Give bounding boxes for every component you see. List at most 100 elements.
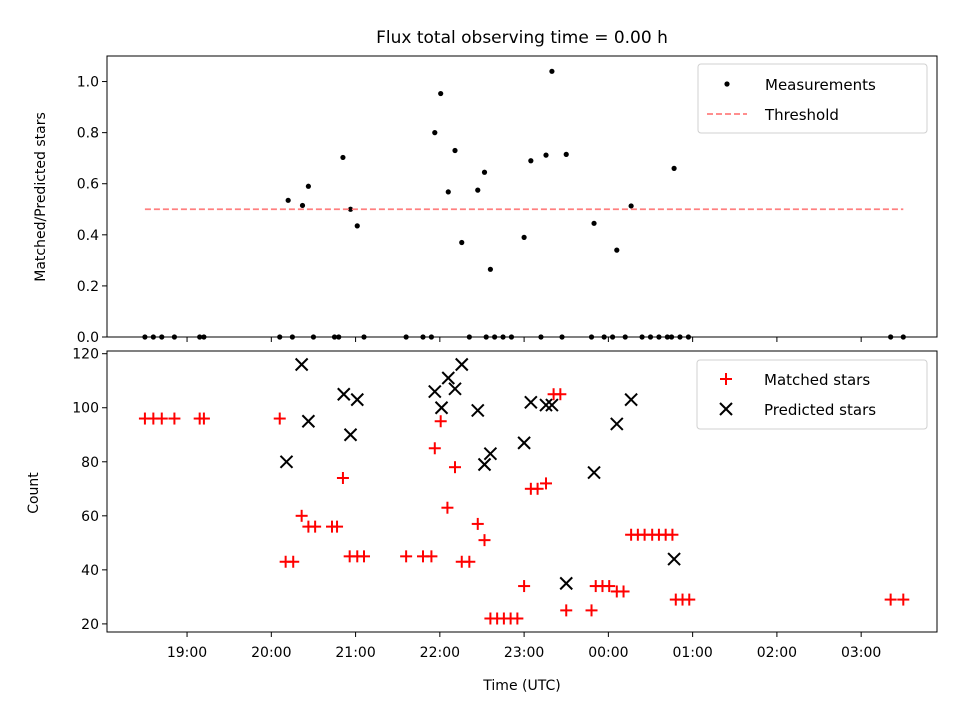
predicted-star-marker [524,395,538,410]
predicted-star-marker [624,392,638,407]
measurement-point [671,165,677,171]
bottom-y-axis-label: Count [26,472,42,514]
legend-measurements-label: Measurements [765,76,876,94]
top-axes-frame [106,55,938,338]
y-tick-label: 40 [81,563,99,579]
matched-star-marker [441,501,454,514]
matched-star-marker [273,412,286,425]
matched-star-marker [603,580,616,593]
y-tick-label: 0.0 [77,330,99,346]
matched-star-marker [434,415,447,428]
measurement-point [543,152,549,158]
predicted-star-marker [279,455,294,469]
predicted-star-marker [610,417,624,431]
y-tick-label: 120 [72,347,99,363]
matched-star-marker [197,412,210,425]
matched-star-marker [168,412,181,425]
measurement-point [285,197,291,203]
legend-predicted-marker [719,402,733,416]
measurement-point [614,247,620,253]
matched-star-marker [540,477,553,490]
matched-star-marker [531,482,544,495]
top-plot-area [142,68,906,340]
matched-star-marker [400,550,413,563]
x-tick-label: 00:00 [588,645,628,661]
legend-threshold-label: Threshold [764,106,839,124]
y-tick-label: 0.6 [77,177,99,193]
y-tick-label: 0.8 [77,126,99,142]
legend-measurements-marker [724,81,730,87]
matched-star-marker [518,580,531,593]
predicted-star-marker [343,428,358,442]
measurement-point [528,158,534,164]
measurement-point [305,183,311,189]
legend-predicted-label: Predicted stars [764,401,876,419]
bottom-y-ticks: 20 40 60 80 100 120 [72,347,107,633]
measurement-point [354,223,360,229]
matched-star-marker [309,520,322,533]
matched-star-marker [683,593,696,606]
bottom-axes-frame [106,350,938,633]
matched-star-marker [666,528,679,541]
predicted-star-marker [477,457,492,472]
matched-star-marker [471,517,484,530]
measurement-point [340,154,346,161]
y-tick-label: 20 [81,617,99,633]
matched-star-marker [336,471,349,484]
matched-star-marker [449,461,462,474]
measurement-point [628,203,634,209]
x-tick-label: 20:00 [251,645,291,661]
measurement-point [347,206,354,212]
measurement-point [459,239,465,246]
chart-title: Flux total observing time = 0.00 h [376,28,668,48]
top-legend-box [697,63,928,134]
x-tick-label: 22:00 [420,645,460,661]
measurement-point [299,202,306,209]
x-tick-label: 01:00 [672,645,712,661]
y-tick-label: 80 [81,455,99,471]
bottom-plot-area [138,357,910,625]
predicted-star-marker [483,446,498,461]
predicted-star-marker [294,357,309,372]
matched-star-marker [560,604,573,617]
predicted-star-marker [428,384,442,399]
top-x-ticks [186,337,862,342]
top-y-ticks: 0.0 0.2 0.4 0.6 0.8 1.0 [77,75,107,346]
x-tick-label: 19:00 [167,645,207,661]
matched-star-marker [585,604,598,617]
panel-bottom: Count Time (UTC) 20 40 60 80 100 120 19:00 20:… [26,347,938,694]
y-tick-label: 1.0 [77,75,99,91]
x-tick-label: 23:00 [504,645,544,661]
predicted-star-marker [441,371,455,385]
predicted-star-marker [337,387,351,401]
top-legend: Measurements Threshold [697,63,928,134]
y-tick-label: 60 [81,509,99,525]
matched-star-marker [155,412,168,425]
matched-star-marker [478,534,491,547]
measurement-point [452,147,458,154]
panel-top: Flux total observing time = 0.00 h Match… [33,28,938,346]
measurement-point [563,151,569,157]
predicted-star-marker [350,392,364,407]
measurement-point [521,234,527,240]
matched-star-marker [511,612,524,625]
y-tick-label: 100 [72,401,99,417]
predicted-star-marker [559,576,573,591]
measurement-point [475,187,481,193]
top-y-axis-label: Matched/Predicted stars [33,112,49,282]
predicted-star-marker [448,382,462,396]
x-tick-label: 21:00 [335,645,375,661]
predicted-star-marker [539,398,553,412]
y-tick-label: 0.4 [77,228,99,244]
matched-star-marker [331,520,344,533]
matched-star-marker [425,550,438,563]
measurement-point [487,266,494,272]
matched-star-marker [884,593,897,606]
y-tick-label: 0.2 [77,279,99,295]
predicted-star-marker [545,398,559,412]
predicted-star-marker [587,465,601,480]
predicted-star-marker [301,414,316,428]
bottom-legend-box [696,359,928,430]
matched-star-marker [287,555,300,568]
